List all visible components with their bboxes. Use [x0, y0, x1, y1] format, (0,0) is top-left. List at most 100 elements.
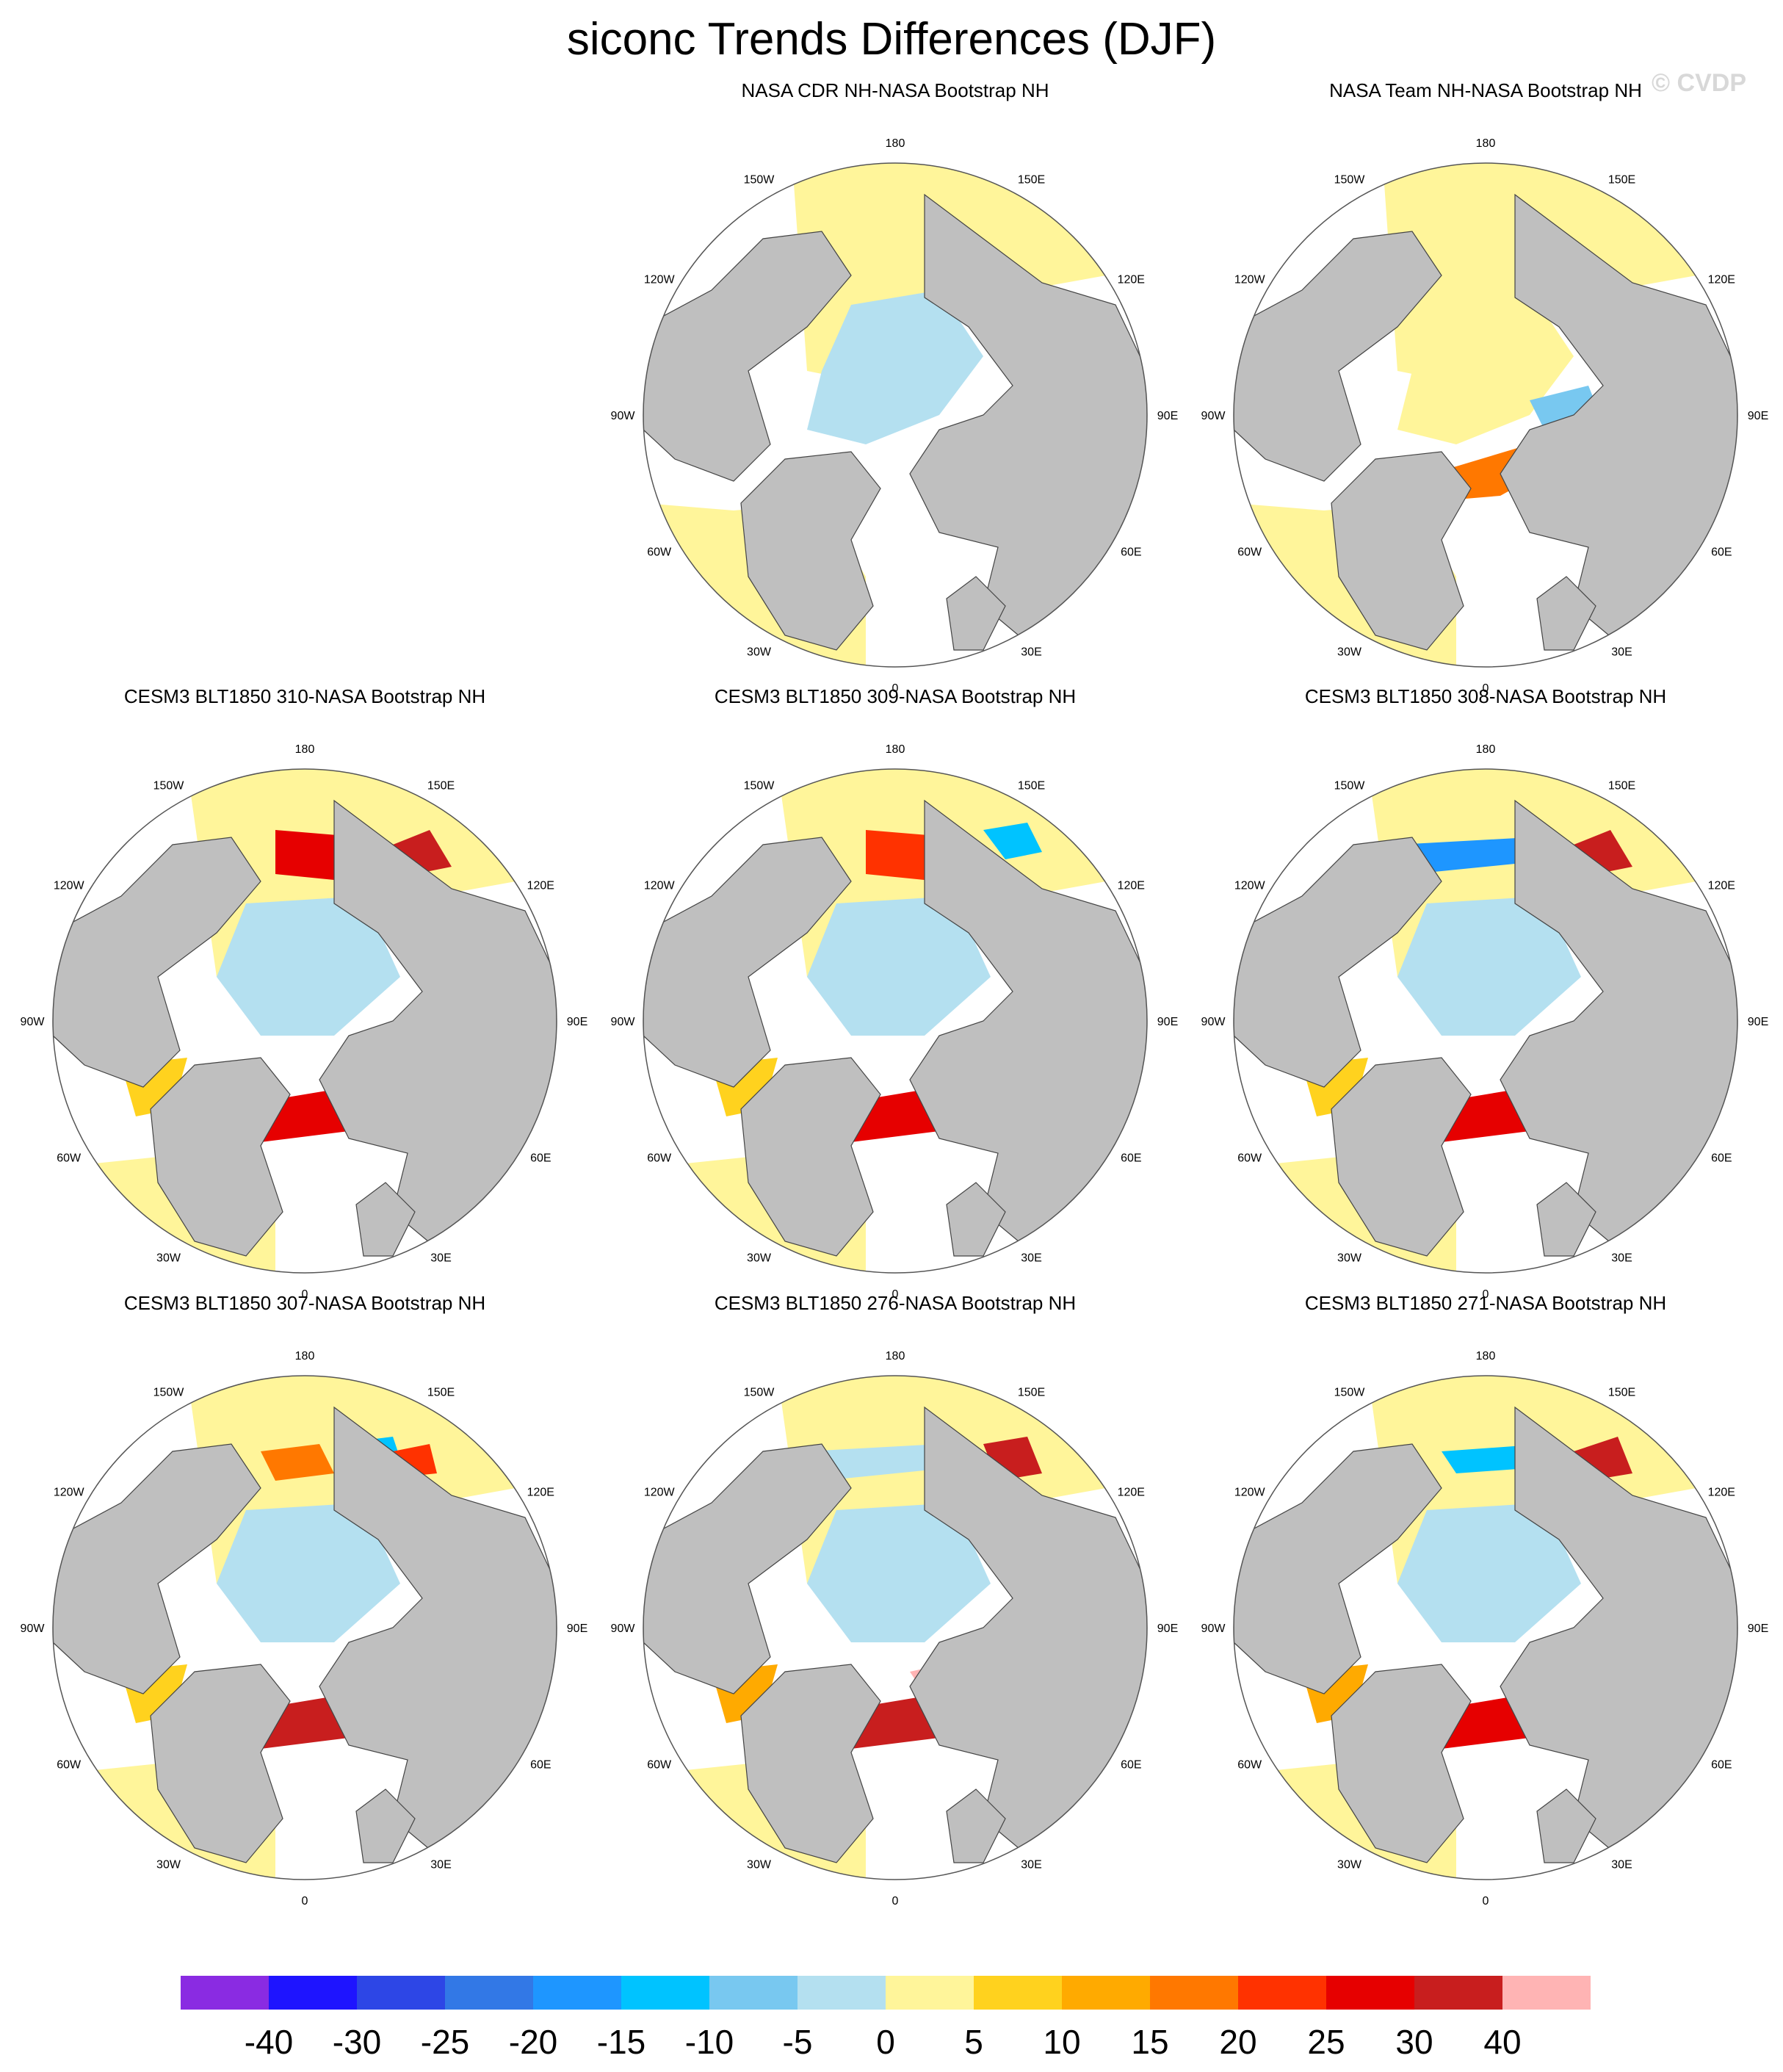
- longitude-label: 60W: [1237, 546, 1262, 559]
- longitude-label: 120W: [54, 1487, 85, 1499]
- land-mass: [1536, 1182, 1596, 1257]
- land-mass: [1331, 1664, 1472, 1863]
- polar-map: 180 150E 120E 90E 60E 30E 0 30W 60W 90W 120W 150W: [611, 1350, 1179, 1907]
- land-mass: [909, 193, 1147, 643]
- longitude-label: 150E: [1018, 780, 1045, 793]
- longitude-label: 150E: [427, 1387, 455, 1399]
- land-mass: [909, 799, 1147, 1249]
- longitude-label: 150W: [1334, 174, 1366, 187]
- longitude-label: 120E: [1118, 274, 1145, 286]
- longitude-label: 90W: [1201, 1622, 1226, 1635]
- longitude-label: 60W: [1237, 1152, 1262, 1165]
- map-border: [1233, 162, 1738, 668]
- map-border: [643, 162, 1148, 668]
- longitude-label: 90E: [567, 1622, 587, 1635]
- polar-map: 180 150E 120E 90E 60E 30E 0 30W 60W 90W 120W 150W: [1201, 137, 1769, 695]
- longitude-label: 90W: [611, 1622, 636, 1635]
- colorbar-box: [974, 1976, 1062, 2010]
- colorbar-box: [1502, 1976, 1591, 2010]
- longitude-label: 60E: [1121, 1759, 1141, 1772]
- map-border: [52, 1375, 557, 1880]
- land-mass: [1536, 1788, 1596, 1863]
- map-border: [52, 768, 557, 1274]
- longitude-label: 150W: [1334, 780, 1366, 793]
- land-mass: [1234, 1443, 1442, 1694]
- land-mass: [643, 1443, 852, 1694]
- polar-map: 180 150E 120E 90E 60E 30E 0 30W 60W 90W 120W 150W: [21, 743, 588, 1301]
- land-mass: [53, 1443, 261, 1694]
- longitude-label: 180: [886, 1350, 905, 1362]
- map-border: [1233, 1375, 1738, 1880]
- longitude-label: 120E: [1708, 880, 1735, 892]
- colorbar-box: [1062, 1976, 1150, 2010]
- longitude-label: 150W: [1334, 1387, 1366, 1399]
- longitude-label: 0: [892, 1895, 899, 1907]
- anomaly-region: [217, 896, 400, 1036]
- land-mass: [643, 837, 852, 1088]
- longitude-label: 150E: [1608, 1387, 1635, 1399]
- longitude-label: 180: [1476, 743, 1496, 756]
- land-mass: [946, 576, 1006, 651]
- longitude-label: 150W: [153, 1387, 185, 1399]
- land-mass: [643, 231, 852, 482]
- colorbar-tick-label: 5: [964, 2023, 983, 2061]
- longitude-label: 30W: [747, 646, 772, 658]
- colorbar-tick-label: -30: [333, 2023, 381, 2061]
- map-border: [643, 768, 1148, 1274]
- longitude-label: 30W: [1337, 1252, 1362, 1264]
- colorbar-box: [357, 1976, 445, 2010]
- panel-title: CESM3 BLT1850 271-NASA Bootstrap NH: [1304, 1292, 1667, 1314]
- panel-title: CESM3 BLT1850 310-NASA Bootstrap NH: [123, 685, 486, 707]
- longitude-label: 180: [295, 743, 315, 756]
- panel-title: NASA CDR NH-NASA Bootstrap NH: [741, 79, 1049, 101]
- longitude-label: 150E: [1608, 174, 1635, 187]
- land-mass: [1500, 1406, 1737, 1856]
- longitude-label: 30E: [1611, 646, 1632, 658]
- longitude-label: 0: [892, 682, 899, 695]
- colorbar-tick-label: 30: [1395, 2023, 1433, 2061]
- longitude-label: 150W: [744, 174, 775, 187]
- longitude-label: 90E: [1748, 410, 1768, 422]
- longitude-label: 30E: [1021, 1858, 1041, 1871]
- longitude-label: 0: [1483, 1288, 1489, 1301]
- longitude-label: 60W: [1237, 1759, 1262, 1772]
- longitude-label: 0: [1483, 1895, 1489, 1907]
- longitude-label: 30W: [747, 1252, 772, 1264]
- longitude-label: 90E: [1748, 1622, 1768, 1635]
- land-mass: [355, 1788, 416, 1863]
- longitude-label: 90W: [21, 1622, 46, 1635]
- colorbar-tick-label: -10: [685, 2023, 734, 2061]
- anomaly-region: [983, 823, 1042, 859]
- land-mass: [740, 1057, 881, 1257]
- colorbar-box: [798, 1976, 886, 2010]
- longitude-label: 120E: [1118, 880, 1145, 892]
- land-mass: [150, 1057, 291, 1257]
- polar-map: 180 150E 120E 90E 60E 30E 0 30W 60W 90W 120W 150W: [611, 743, 1179, 1301]
- colorbar-tick-label: -5: [783, 2023, 813, 2061]
- land-mass: [319, 799, 557, 1249]
- longitude-label: 60E: [1711, 1759, 1732, 1772]
- longitude-label: 120W: [644, 1487, 676, 1499]
- longitude-label: 30E: [430, 1252, 451, 1264]
- colorbar-box: [1414, 1976, 1502, 2010]
- longitude-label: 60E: [1121, 1152, 1141, 1165]
- land-mass: [946, 1788, 1006, 1863]
- longitude-label: 0: [892, 1288, 899, 1301]
- longitude-label: 90W: [611, 410, 636, 422]
- panel-title: NASA Team NH-NASA Bootstrap NH: [1329, 79, 1642, 101]
- figure-title: siconc Trends Differences (DJF): [566, 14, 1217, 65]
- colorbar-tick-label: -25: [421, 2023, 469, 2061]
- colorbar-tick-label: 0: [876, 2023, 895, 2061]
- longitude-label: 30E: [1021, 646, 1041, 658]
- longitude-label: 30W: [1337, 1858, 1362, 1871]
- longitude-label: 30W: [747, 1858, 772, 1871]
- anomaly-region: [261, 1444, 334, 1481]
- colorbar-tick-label: 25: [1307, 2023, 1345, 2061]
- longitude-label: 60W: [57, 1759, 82, 1772]
- longitude-label: 60W: [647, 1152, 672, 1165]
- longitude-label: 30E: [1021, 1252, 1041, 1264]
- colorbar-tick-label: 20: [1219, 2023, 1256, 2061]
- colorbar-box: [1238, 1976, 1326, 2010]
- longitude-label: 60E: [1711, 546, 1732, 559]
- longitude-label: 0: [302, 1288, 308, 1301]
